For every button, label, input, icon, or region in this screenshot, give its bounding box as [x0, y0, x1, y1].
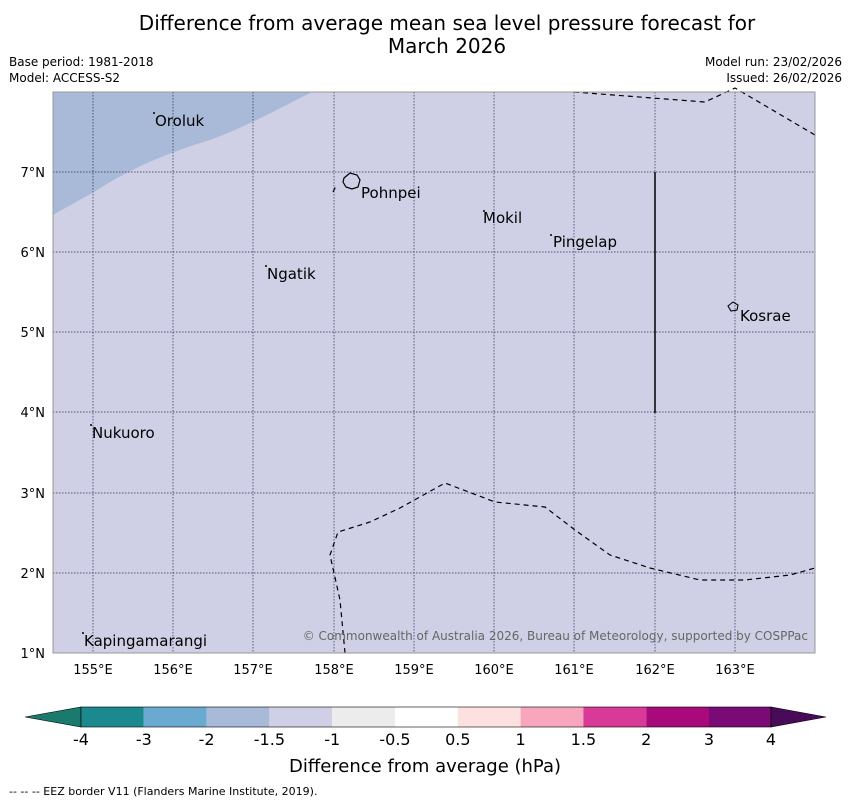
- island-dots: [82, 112, 552, 634]
- issued-date: Issued: 26/02/2026: [726, 71, 842, 85]
- title-line-1: Difference from average mean sea level p…: [138, 11, 756, 35]
- eez-border-south: [329, 482, 816, 654]
- lon-tick-162: 162°E: [635, 663, 675, 678]
- lat-tick-7: 7°N: [21, 166, 46, 181]
- lat-tick-1: 1°N: [21, 647, 46, 662]
- kosrae-island: [727, 301, 739, 312]
- colorbar-tick-1: -3: [136, 730, 152, 749]
- colorbar-tick-2: -2: [199, 730, 215, 749]
- colorbar-bin-1: [81, 707, 144, 727]
- colorbar-tick-10: 3: [704, 730, 714, 749]
- lon-tick-161: 161°E: [554, 663, 594, 678]
- lon-tick-157: 157°E: [233, 663, 273, 678]
- colorbar-label: Difference from average (hPa): [289, 756, 561, 777]
- model-name: Model: ACCESS-S2: [9, 71, 121, 85]
- colorbar-tick-6: 0.5: [445, 730, 470, 749]
- colorbar-bin-7: [457, 707, 521, 727]
- title-line-2: March 2026: [387, 34, 507, 58]
- lat-tick-4: 4°N: [21, 406, 46, 421]
- colorbar-tick-3: -1.5: [254, 730, 285, 749]
- lon-tick-156: 156°E: [153, 663, 193, 678]
- map-frame: [52, 91, 816, 654]
- place-label-kosrae: Kosrae: [740, 307, 791, 325]
- copyright-text: © Commonwealth of Australia 2026, Bureau…: [303, 629, 808, 643]
- colorbar-bin-10: [646, 707, 709, 727]
- shaded-region: [53, 92, 312, 215]
- eez-border-north: [573, 87, 816, 136]
- eez-footnote: -- -- -- EEZ border V11 (Flanders Marine…: [9, 785, 318, 798]
- colorbar-arrow-left: [24, 706, 82, 728]
- lon-tick-160: 160°E: [474, 663, 514, 678]
- map-background: [53, 92, 815, 653]
- colorbar-bin-6: [395, 707, 458, 727]
- colorbar-arrow-right: [770, 706, 827, 728]
- meta-left: Base period: 1981-2018 Model: ACCESS-S2: [9, 54, 154, 86]
- lat-tick-5: 5°N: [21, 326, 46, 341]
- colorbar-tick-4: -1: [324, 730, 340, 749]
- base-period: Base period: 1981-2018: [9, 55, 154, 69]
- colorbar-bin-3: [206, 707, 270, 727]
- place-label-oroluk: Oroluk: [155, 112, 204, 130]
- colorbar-tick-5: -0.5: [379, 730, 410, 749]
- colorbar-bin-8: [520, 707, 584, 727]
- place-label-kapingamarangi: Kapingamarangi: [84, 632, 207, 650]
- colorbar-frame: [80, 706, 772, 728]
- colorbar-bin-5: [332, 707, 395, 727]
- lon-tick-163: 163°E: [715, 663, 755, 678]
- lon-tick-155: 155°E: [73, 663, 113, 678]
- place-label-ngatik: Ngatik: [267, 265, 316, 283]
- place-label-mokil: Mokil: [483, 209, 522, 227]
- place-label-nukuoro: Nukuoro: [92, 424, 155, 442]
- place-label-pingelap: Pingelap: [553, 233, 617, 251]
- lon-tick-159: 159°E: [394, 663, 434, 678]
- model-run: Model run: 23/02/2026: [704, 55, 842, 69]
- pohnpei-island: [342, 172, 361, 190]
- colorbar-tick-11: 4: [766, 730, 776, 749]
- meta-right: Model run: 23/02/2026 Issued: 26/02/2026: [705, 54, 842, 86]
- lat-tick-2: 2°N: [21, 567, 46, 582]
- eez-borders: [329, 87, 816, 654]
- lon-tick-158: 158°E: [314, 663, 354, 678]
- colorbar-bin-9: [583, 707, 647, 727]
- colorbar-bin-11: [709, 707, 771, 727]
- colorbar-bin-2: [143, 707, 207, 727]
- colorbar-tick-0: -4: [73, 730, 89, 749]
- place-label-pohnpei: Pohnpei: [361, 184, 421, 202]
- colorbar: [24, 706, 827, 728]
- lat-tick-3: 3°N: [21, 487, 46, 502]
- gridlines: [53, 92, 815, 653]
- chart-title: Difference from average mean sea level p…: [0, 12, 850, 58]
- lat-tick-6: 6°N: [21, 246, 46, 261]
- colorbar-tick-7: 1: [516, 730, 526, 749]
- eez-border-fragment: [332, 185, 337, 193]
- colorbar-bin-4: [269, 707, 333, 727]
- colorbar-tick-9: 2: [641, 730, 651, 749]
- colorbar-tick-8: 1.5: [571, 730, 596, 749]
